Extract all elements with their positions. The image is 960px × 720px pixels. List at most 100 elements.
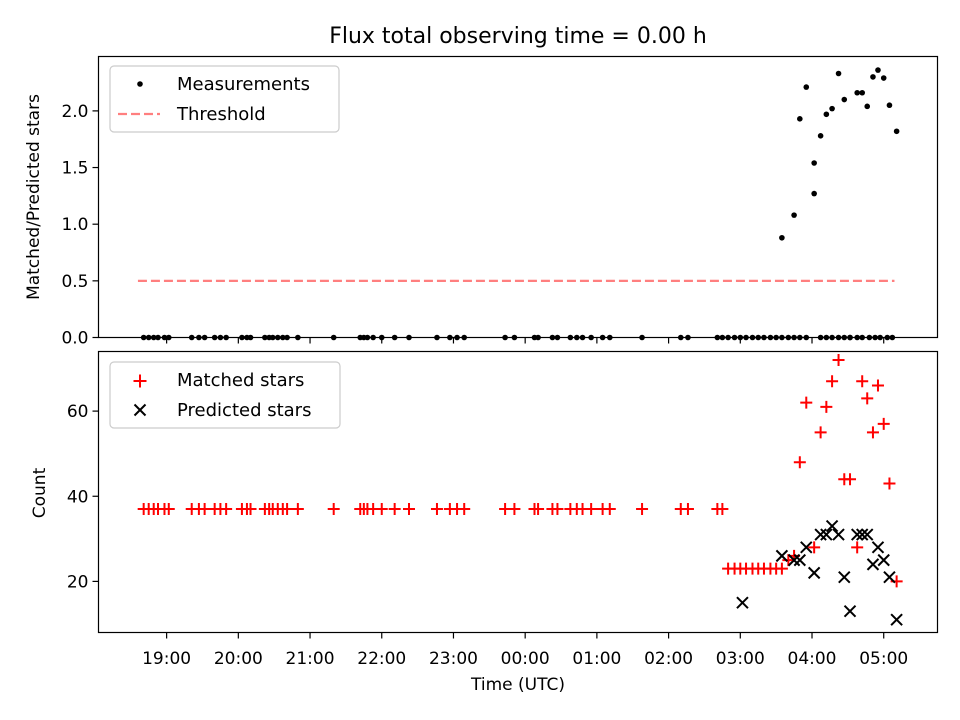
matched-star-point xyxy=(458,503,471,516)
x-tick-label: 20:00 xyxy=(214,649,263,669)
legend-plus-icon xyxy=(133,374,147,388)
matched-star-point xyxy=(808,541,821,554)
top-axes-frame xyxy=(97,55,939,339)
matched-star-point xyxy=(832,354,845,367)
matched-star-point xyxy=(851,541,864,554)
matched-star-point xyxy=(826,375,839,388)
matched-star-point xyxy=(162,503,175,516)
bottom-axes-frame xyxy=(97,350,939,634)
bottom-legend: Matched stars Predicted stars xyxy=(109,361,341,429)
x-tick-label: 02:00 xyxy=(644,649,693,669)
measurement-point xyxy=(823,111,830,118)
matched-star-point xyxy=(532,503,545,516)
matched-star-point xyxy=(244,503,257,516)
predicted-star-point xyxy=(832,528,845,541)
y-tick-label: 1.5 xyxy=(61,159,88,179)
predicted-star-point xyxy=(793,553,807,567)
y-tick-label: 60 xyxy=(67,402,89,422)
measurement-point xyxy=(870,74,876,80)
predicted-star-point xyxy=(820,528,833,541)
matched-star-point xyxy=(403,503,416,516)
matched-star-point xyxy=(281,503,294,516)
measurement-point xyxy=(811,160,817,166)
predicted-star-point xyxy=(838,570,851,584)
measurement-point xyxy=(817,133,824,139)
x-tick-label: 03:00 xyxy=(716,649,765,669)
x-tick-label: 21:00 xyxy=(286,649,335,669)
matched-star-point xyxy=(856,375,869,388)
x-tick-label: 04:00 xyxy=(788,649,837,669)
measurement-point xyxy=(811,190,817,197)
x-tick-label: 01:00 xyxy=(572,649,621,669)
matched-star-point xyxy=(844,473,857,486)
legend-measurements-label: Measurements xyxy=(177,74,310,95)
matched-star-point xyxy=(198,503,211,516)
predicted-star-point xyxy=(871,541,885,554)
predicted-star-point xyxy=(861,528,874,541)
y-tick-label: 1.0 xyxy=(61,215,88,235)
predicted-star-point xyxy=(775,549,789,563)
matched-star-point xyxy=(551,503,564,516)
y-tick-label: 40 xyxy=(67,487,89,507)
bottom-plot-area xyxy=(137,354,903,626)
predicted-star-point xyxy=(883,570,896,584)
bottom-legend-box xyxy=(109,361,341,429)
measurement-point xyxy=(859,89,866,96)
top-legend-box xyxy=(109,65,340,133)
measurement-point xyxy=(864,103,871,110)
matched-star-point xyxy=(877,417,890,430)
matched-star-point xyxy=(585,503,598,516)
matched-star-point xyxy=(820,400,833,413)
legend-matched-label: Matched stars xyxy=(177,370,304,391)
measurement-point xyxy=(875,67,881,73)
measurement-point xyxy=(791,212,797,218)
predicted-star-point xyxy=(787,553,801,567)
top-y-axis: 0.0 0.5 1.0 1.5 2.0 xyxy=(61,102,885,349)
measurement-point xyxy=(797,116,803,122)
measurement-point xyxy=(893,128,900,135)
predicted-star-point xyxy=(850,528,864,541)
y-tick-label: 20 xyxy=(67,572,89,592)
predicted-star-point xyxy=(890,613,903,626)
measurement-point xyxy=(803,84,810,90)
predicted-star-point xyxy=(855,528,869,541)
predicted-star-point xyxy=(866,558,880,571)
top-legend: Measurements Threshold xyxy=(109,65,340,133)
x-tick-label: 23:00 xyxy=(429,649,478,669)
chart-title: Flux total observing time = 0.00 h xyxy=(329,24,707,49)
x-axis: 19:00 20:00 21:00 22:00 23:00 00:00 01:00 02:00… xyxy=(142,649,908,669)
y-tick-label: 0.0 xyxy=(61,329,88,349)
measurement-point xyxy=(779,234,785,241)
bottom-y-axis: 20 40 60 xyxy=(67,402,885,639)
matched-star-point xyxy=(814,426,827,439)
legend-threshold-label: Threshold xyxy=(176,104,266,125)
matched-star-point xyxy=(793,456,806,469)
x-axis-label: Time (UTC) xyxy=(470,675,565,695)
matched-star-point xyxy=(883,477,896,490)
matched-star-point xyxy=(375,503,388,516)
predicted-star-point xyxy=(877,553,890,567)
predicted-star-point xyxy=(736,596,749,609)
matched-star-point xyxy=(430,503,443,516)
matched-star-point xyxy=(800,396,813,409)
predicted-star-point xyxy=(800,541,813,554)
predicted-star-point xyxy=(807,566,821,580)
matched-star-point xyxy=(327,503,340,516)
matched-star-point xyxy=(716,503,729,516)
measurement-point xyxy=(886,102,893,109)
top-panel: 0.00.51.01.52.0 Matched/Predicted stars … xyxy=(24,55,939,349)
measurement-point xyxy=(854,89,860,96)
matched-star-point xyxy=(866,426,879,439)
matched-star-point xyxy=(220,503,233,516)
matched-star-point xyxy=(861,392,874,405)
matched-star-point xyxy=(508,503,521,516)
matched-star-point xyxy=(603,503,616,516)
legend-x-icon xyxy=(133,403,147,417)
legend-predicted-label: Predicted stars xyxy=(177,400,311,421)
legend-dot-icon xyxy=(137,81,143,87)
predicted-star-point xyxy=(825,519,839,533)
y-tick-label: 2.0 xyxy=(61,102,88,122)
matched-star-point xyxy=(775,562,788,575)
x-tick-label: 05:00 xyxy=(859,649,908,669)
